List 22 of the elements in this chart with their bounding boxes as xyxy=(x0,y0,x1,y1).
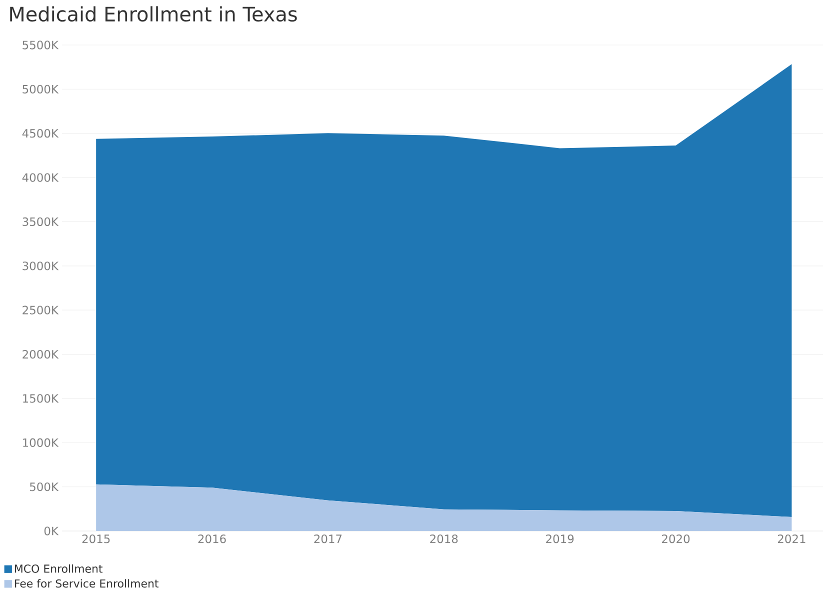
y-tick-label: 5000K xyxy=(22,84,59,94)
x-tick-label: 2018 xyxy=(430,534,458,544)
x-tick-label: 2015 xyxy=(82,534,110,544)
chart-title: Medicaid Enrollment in Texas xyxy=(10,6,297,22)
y-tick-label: 4000K xyxy=(22,173,59,182)
y-tick-label: 500K xyxy=(30,482,59,492)
y-tick-label: 3500K xyxy=(22,217,59,226)
legend-label: Fee for Service Enrollment xyxy=(15,579,158,588)
x-tick-label: 2016 xyxy=(198,534,226,544)
y-tick-label: 1000K xyxy=(23,438,59,447)
y-tick-label: 0K xyxy=(44,526,59,536)
y-tick-label: 3000K xyxy=(22,262,59,270)
y-tick-label: 4500K xyxy=(22,129,59,138)
y-tick-label: 2500K xyxy=(22,306,59,314)
y-tick-label: 2000K xyxy=(22,350,59,359)
x-tick-label: 2020 xyxy=(662,534,690,544)
legend-label: MCO Enrollment xyxy=(15,564,102,573)
x-tick-label: 2019 xyxy=(546,534,574,544)
y-tick-label: 1500K xyxy=(23,394,59,403)
x-tick-label: 2017 xyxy=(314,534,342,544)
y-tick-label: 5500K xyxy=(22,40,59,50)
x-tick-label: 2021 xyxy=(778,534,806,544)
